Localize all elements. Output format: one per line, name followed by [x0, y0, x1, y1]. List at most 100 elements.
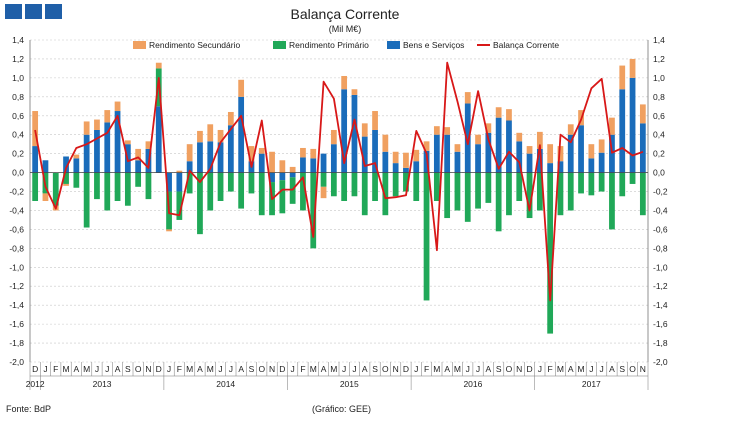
year-label: 2014 [216, 379, 235, 389]
bar-segment [578, 125, 584, 173]
bar-segment [83, 134, 90, 173]
x-tick-label: F [177, 364, 182, 374]
bar-segment [42, 160, 49, 173]
x-tick-label: F [424, 364, 429, 374]
bar-segment [413, 172, 420, 201]
bar-segment [186, 144, 193, 162]
bar-segment [207, 141, 214, 173]
bar-segment [227, 111, 234, 126]
x-tick-label: M [330, 364, 337, 374]
bar-segment [557, 172, 564, 216]
x-tick-label: D [403, 364, 409, 374]
bar-segment [114, 111, 121, 173]
y-tick-label: 0,2 [12, 149, 24, 159]
x-tick-label: J [95, 364, 99, 374]
chart-subtitle: (Mil M€) [329, 24, 362, 34]
bar-segment [197, 130, 203, 143]
bar-segment [619, 65, 626, 90]
balanca-corrente-line [34, 61, 644, 302]
bar-segment [423, 172, 430, 301]
bar-segment [598, 139, 605, 153]
bar-segment [536, 172, 543, 211]
y-axis-right: 1,4 1,2 1,0 0,8 0,6 0,4 0,2 0,0 -0,2 -0,4 -0,6 -0,8… [653, 35, 668, 367]
x-tick-label: N [393, 364, 399, 374]
x-tick-label: D [279, 364, 285, 374]
bar-segment [361, 172, 368, 216]
bar-segment [52, 172, 59, 206]
bar-segment [629, 172, 636, 184]
y-tick-label: 0,6 [12, 111, 24, 121]
bar-segment [114, 172, 121, 201]
y-tick-label: -1,2 [653, 281, 668, 291]
y-tick-label: -1,4 [653, 300, 668, 310]
bar-segment [361, 136, 368, 173]
bar-segment [227, 172, 234, 192]
y-tick-label: 0,0 [12, 168, 24, 178]
bar-segment [32, 172, 39, 201]
y-tick-label: 1,2 [12, 54, 24, 64]
x-tick-label: A [568, 364, 574, 374]
x-tick-label: M [207, 364, 214, 374]
bar-segment [238, 172, 245, 209]
x-tick-label: J [291, 364, 295, 374]
bar-segment [526, 172, 533, 219]
header-blocks [5, 4, 62, 19]
bar-segment [248, 146, 255, 162]
bar-segment [454, 172, 461, 211]
bar-segment [433, 126, 440, 135]
bar-segment [217, 142, 224, 173]
y-tick-label: -0,4 [9, 205, 24, 215]
bar-segment [310, 148, 317, 159]
y-tick-label: 1,2 [653, 54, 665, 64]
bar-segment [639, 123, 646, 173]
bar-segment [557, 146, 564, 162]
bar-segment [341, 89, 348, 173]
bar-segment [475, 172, 481, 209]
x-tick-label: S [619, 364, 625, 374]
y-tick-label: 1,0 [653, 73, 665, 83]
bar-segment [330, 144, 337, 173]
x-tick-label: M [186, 364, 193, 374]
x-tick-label: M [557, 364, 564, 374]
x-tick-label: A [362, 364, 368, 374]
bar-segment [403, 167, 409, 173]
bar-segment [63, 183, 69, 186]
bar-segment [94, 119, 100, 130]
x-tick-label: F [548, 364, 553, 374]
source-note: Fonte: BdP [6, 404, 51, 414]
bar-segment [207, 124, 214, 142]
bar-segment [289, 177, 296, 204]
chart-title: Balança Corrente [291, 6, 400, 22]
bar-segment [279, 180, 286, 214]
year-label: 2015 [340, 379, 359, 389]
bar-segment [403, 172, 409, 192]
bar-segment [547, 144, 554, 164]
bar-segment [588, 144, 595, 159]
bar-segment [300, 147, 306, 158]
bar-segment [73, 154, 80, 159]
legend-label: Rendimento Primário [289, 40, 369, 50]
bar-segment [433, 172, 440, 201]
bar-segment [567, 124, 574, 135]
y-tick-label: -0,2 [9, 187, 24, 197]
bar-segment [609, 134, 615, 173]
x-tick-label: O [629, 364, 636, 374]
x-tick-label: D [526, 364, 532, 374]
bar-segment [392, 163, 399, 173]
bar-segment [279, 172, 286, 181]
bar-segment [124, 140, 131, 145]
bar-segment [629, 58, 636, 78]
header-block [45, 4, 62, 19]
bar-segment [166, 172, 172, 192]
bar-segment [248, 172, 255, 194]
bar-segment [83, 172, 90, 228]
bar-segment [578, 172, 584, 194]
bar-segment [135, 172, 142, 187]
bar-segment [94, 172, 100, 200]
x-tick-label: A [609, 364, 615, 374]
bar-segment [557, 161, 564, 173]
y-tick-label: -2,0 [9, 357, 24, 367]
bar-segment [639, 104, 646, 124]
bar-segment [464, 172, 471, 222]
